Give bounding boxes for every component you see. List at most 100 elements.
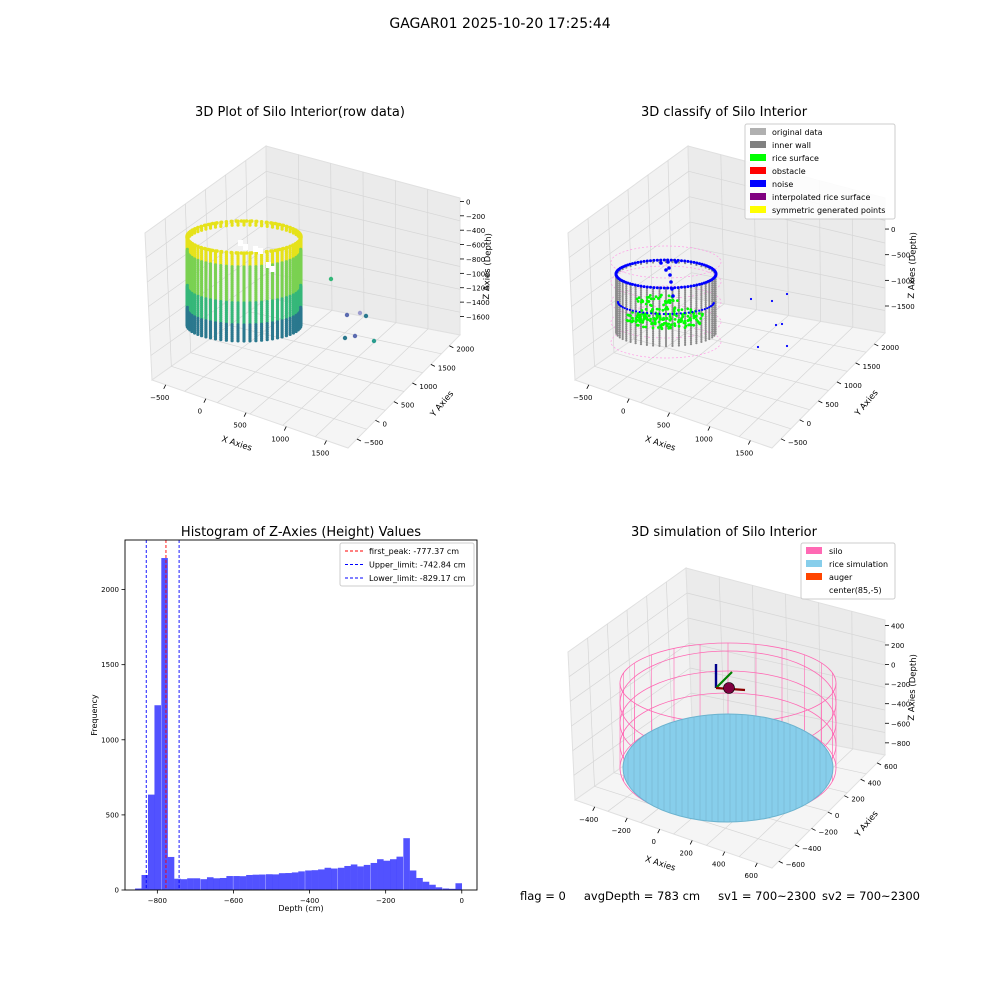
noise-point (671, 312, 674, 315)
inner-wall-point (684, 307, 687, 310)
grid-line (145, 171, 267, 258)
legend-swatch (750, 141, 766, 148)
raw-point (210, 221, 215, 226)
inner-wall-point (625, 287, 628, 290)
noise-point (633, 261, 637, 265)
z-axis-label: Z Axies (Depth) (482, 233, 494, 300)
inner-wall-point (614, 282, 618, 286)
inner-wall-point (625, 315, 628, 318)
inner-wall-point (629, 300, 632, 303)
raw-gap (270, 266, 275, 272)
noise-point (642, 259, 646, 263)
y-tick (811, 828, 816, 831)
y-tick (844, 795, 849, 799)
noise-point (680, 285, 683, 289)
inner-wall-point (614, 298, 618, 302)
inner-wall-point (671, 334, 674, 337)
histogram-bar (311, 870, 319, 890)
legend-label: rice surface (772, 154, 819, 163)
x-tick-label: −500 (150, 394, 169, 402)
rice-surface-point (683, 319, 687, 323)
inner-wall-point (677, 302, 681, 305)
grid-line (686, 592, 886, 643)
inner-wall-point (621, 311, 624, 315)
noise-point (683, 259, 687, 263)
rice-surface-point (662, 316, 665, 320)
inner-wall-point (700, 334, 703, 337)
inner-wall-point (714, 296, 717, 299)
y-axis-label: Y Axies (853, 388, 881, 419)
inner-wall-point (708, 337, 711, 341)
raw-point (291, 231, 295, 235)
rice-surface-point (677, 324, 681, 328)
inner-wall-point (614, 302, 618, 306)
noise-point (679, 312, 682, 315)
noise-point (652, 286, 656, 290)
inner-wall-point (684, 299, 687, 302)
inner-wall-point (664, 330, 668, 334)
inner-wall-point (618, 322, 621, 325)
x-tick-label: 500 (657, 422, 670, 430)
legend-label: obstacle (772, 167, 806, 176)
inner-wall-point (618, 310, 621, 313)
inner-wall-point (618, 320, 621, 323)
inner-wall-point (634, 336, 637, 339)
inner-wall-point (704, 315, 707, 318)
raw-point (265, 224, 269, 228)
histogram-bar (305, 870, 312, 890)
raw-point (285, 224, 289, 229)
legend-label: inner wall (772, 141, 811, 150)
histogram-bar (233, 876, 240, 890)
inner-wall-point (645, 262, 649, 265)
rice-surface-point (654, 295, 658, 298)
x-tick-label: −400 (579, 816, 598, 824)
histogram-bar (285, 873, 292, 890)
noise-point (698, 282, 701, 286)
histogram-bar (278, 873, 286, 890)
inner-wall-point (625, 329, 628, 332)
legend-label: Lower_limit: -829.17 cm (369, 574, 466, 583)
inner-wall-point (652, 340, 655, 343)
legend: first_peak: -777.37 cm Upper_limit: -742.… (339, 542, 475, 587)
inner-wall-point (711, 312, 714, 315)
x-tick (203, 398, 207, 403)
inner-wall-point (625, 297, 628, 300)
rice-surface-point (651, 307, 654, 311)
rice-surface-point (696, 320, 700, 323)
legend-label: center(85,-5) (829, 586, 882, 595)
noise-point (703, 308, 706, 311)
inner-wall-point (714, 312, 717, 315)
inner-wall-point (614, 280, 618, 284)
histogram-bar (337, 867, 345, 890)
y-tick-label: 0 (835, 812, 839, 820)
inner-wall-point (658, 336, 661, 339)
inner-wall-point (700, 286, 703, 289)
inner-wall-point (700, 290, 703, 293)
y-tick (827, 811, 833, 815)
y-tick (855, 362, 860, 366)
inner-wall-point (684, 303, 687, 306)
inner-wall-point (695, 304, 698, 307)
y-tick (876, 762, 882, 766)
inner-wall-point (714, 288, 717, 291)
noise-point (649, 285, 652, 289)
panel-histogram: Histogram of Z-Axies (Height) Values −800… (90, 525, 478, 913)
raw-point (219, 249, 224, 254)
noise-point (638, 310, 641, 314)
y-tick (818, 400, 823, 404)
inner-wall-point (671, 304, 674, 307)
histogram-bar (448, 888, 456, 890)
x-axis-label: X Axies (220, 434, 253, 453)
rice-surface-point (665, 317, 669, 320)
inner-wall-point (689, 321, 693, 324)
x-axis-label: Depth (cm) (278, 904, 323, 913)
x-tick-label: 1000 (271, 436, 289, 444)
histogram-bar (422, 881, 430, 890)
inner-wall-point (625, 325, 628, 328)
inner-wall-point (677, 304, 681, 307)
raw-point (248, 223, 252, 227)
histogram-bar (161, 558, 168, 890)
rice-surface-point (664, 312, 667, 316)
raw-point (199, 245, 203, 250)
raw-point (294, 329, 298, 334)
